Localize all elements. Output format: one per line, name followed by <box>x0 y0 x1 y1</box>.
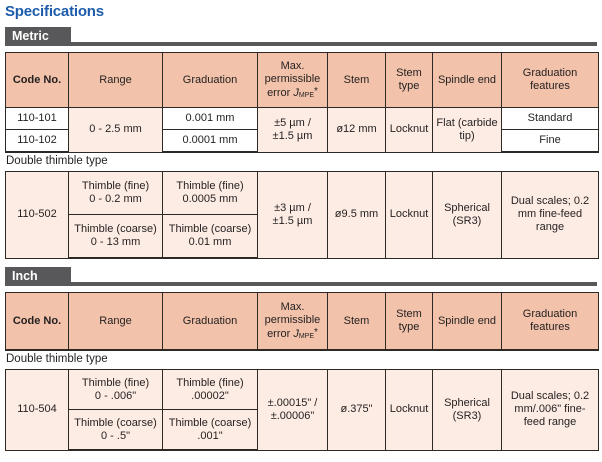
cell-stem: ø12 mm <box>327 107 386 153</box>
mpe-line2: permissible <box>264 313 321 326</box>
table-row-110-101: 110-101 0 - 2.5 mm 0.001 mm ±5 µm / ±1.5… <box>5 107 599 153</box>
cell-stem: ø.375" <box>327 369 386 451</box>
cell-graduation-features: Standard <box>501 107 599 130</box>
col-header-code-no: Code No. <box>5 52 69 108</box>
cell-code: 110-102 <box>5 129 69 153</box>
cell-range-coarse: Thimble (coarse) 0 - 13 mm <box>68 214 163 259</box>
cell-graduation: 0.001 mm <box>162 107 258 130</box>
cell-stem-type: Locknut <box>385 107 433 153</box>
mpe-line1: Max. <box>280 59 305 72</box>
inch-header-row: Code No. Range Graduation Max. permissib… <box>5 292 599 351</box>
col-header-stem: Stem <box>327 292 386 351</box>
mpe-line3: error JMPE* <box>267 326 318 340</box>
cell-range-fine: Thimble (fine) 0 - .006" <box>68 369 163 410</box>
cell-stem-type: Locknut <box>385 369 433 451</box>
cell-code: 110-504 <box>5 369 69 451</box>
cell-stem: ø9.5 mm <box>327 171 386 259</box>
inch-tab: Inch <box>5 267 71 286</box>
col-header-spindle-end: Spindle end <box>432 292 502 351</box>
cell-stem-type: Locknut <box>385 171 433 259</box>
col-header-stem-type: Stem type <box>385 292 433 351</box>
cell-spindle-end: Spherical (SR3) <box>432 369 502 451</box>
cell-range-fine: Thimble (fine) 0 - 0.2 mm <box>68 171 163 215</box>
cell-code: 110-502 <box>5 171 69 259</box>
mpe-line1: Max. <box>280 300 305 313</box>
metric-tab-rule <box>5 42 597 46</box>
inch-spec-header-table: Code No. Range Graduation Max. permissib… <box>5 292 599 351</box>
col-header-spindle-end: Spindle end <box>432 52 502 108</box>
col-header-graduation: Graduation <box>162 292 258 351</box>
table-row-110-502-coarse: Thimble (coarse) 0 - 13 mm Thimble (coar… <box>6 214 599 259</box>
col-header-max-permissible-error: Max. permissible error JMPE* <box>257 52 328 108</box>
cell-code: 110-101 <box>5 107 69 130</box>
page-title: Specifications <box>5 3 104 20</box>
table-row-110-504-coarse: Thimble (coarse) 0 - .5" Thimble (coarse… <box>6 409 599 451</box>
col-header-graduation-features: Graduation features <box>501 52 599 108</box>
cell-max-error: ±.00015" / ±.00006" <box>257 369 328 451</box>
metric-header-row: Code No. Range Graduation Max. permissib… <box>5 52 599 108</box>
cell-graduation-coarse: Thimble (coarse) .001" <box>162 409 258 451</box>
metric-group-label: Double thimble type <box>6 155 108 167</box>
cell-spindle-end: Spherical (SR3) <box>432 171 502 259</box>
metric-double-thimble-table: 110-502 Thimble (fine) 0 - 0.2 mm Thimbl… <box>5 171 599 259</box>
inch-group-label: Double thimble type <box>6 353 108 365</box>
cell-graduation-coarse: Thimble (coarse) 0.01 mm <box>162 214 258 259</box>
col-header-range: Range <box>68 292 163 351</box>
cell-graduation-features: Dual scales; 0.2 mm/.006" fine-feed rang… <box>501 369 599 451</box>
metric-tab: Metric <box>5 27 71 46</box>
cell-graduation-fine: Thimble (fine) .00002" <box>162 369 258 410</box>
cell-graduation-fine: Thimble (fine) 0.0005 mm <box>162 171 258 215</box>
col-header-stem-type: Stem type <box>385 52 433 108</box>
metric-section-tab-bar: Metric <box>5 27 598 46</box>
cell-graduation: 0.0001 mm <box>162 129 258 153</box>
mpe-line3: error JMPE* <box>267 85 318 99</box>
table-row-110-502-fine: 110-502 Thimble (fine) 0 - 0.2 mm Thimbl… <box>5 171 599 259</box>
cell-range-coarse: Thimble (coarse) 0 - .5" <box>68 409 163 451</box>
inch-double-thimble-table: 110-504 Thimble (fine) 0 - .006" Thimble… <box>5 369 599 451</box>
cell-graduation-features: Fine <box>501 129 599 153</box>
cell-spindle-end: Flat (carbide tip) <box>432 107 502 153</box>
col-header-stem: Stem <box>327 52 386 108</box>
table-row-110-102: 110-102 0.0001 mm Fine <box>5 129 599 153</box>
mpe-line2: permissible <box>264 72 321 85</box>
col-header-range: Range <box>68 52 163 108</box>
metric-spec-table: Code No. Range Graduation Max. permissib… <box>5 52 599 153</box>
table-row-110-504-fine: 110-504 Thimble (fine) 0 - .006" Thimble… <box>5 369 599 451</box>
cell-max-error: ±3 µm / ±1.5 µm <box>257 171 328 259</box>
inch-section-tab-bar: Inch <box>5 267 598 286</box>
cell-graduation-features: Dual scales; 0.2 mm fine-feed range <box>501 171 599 259</box>
inch-tab-rule <box>5 282 597 286</box>
col-header-graduation: Graduation <box>162 52 258 108</box>
col-header-max-permissible-error: Max. permissible error JMPE* <box>257 292 328 351</box>
col-header-graduation-features: Graduation features <box>501 292 599 351</box>
cell-range: 0 - 2.5 mm <box>68 107 163 153</box>
col-header-code-no: Code No. <box>5 292 69 351</box>
cell-max-error: ±5 µm / ±1.5 µm <box>257 107 328 153</box>
